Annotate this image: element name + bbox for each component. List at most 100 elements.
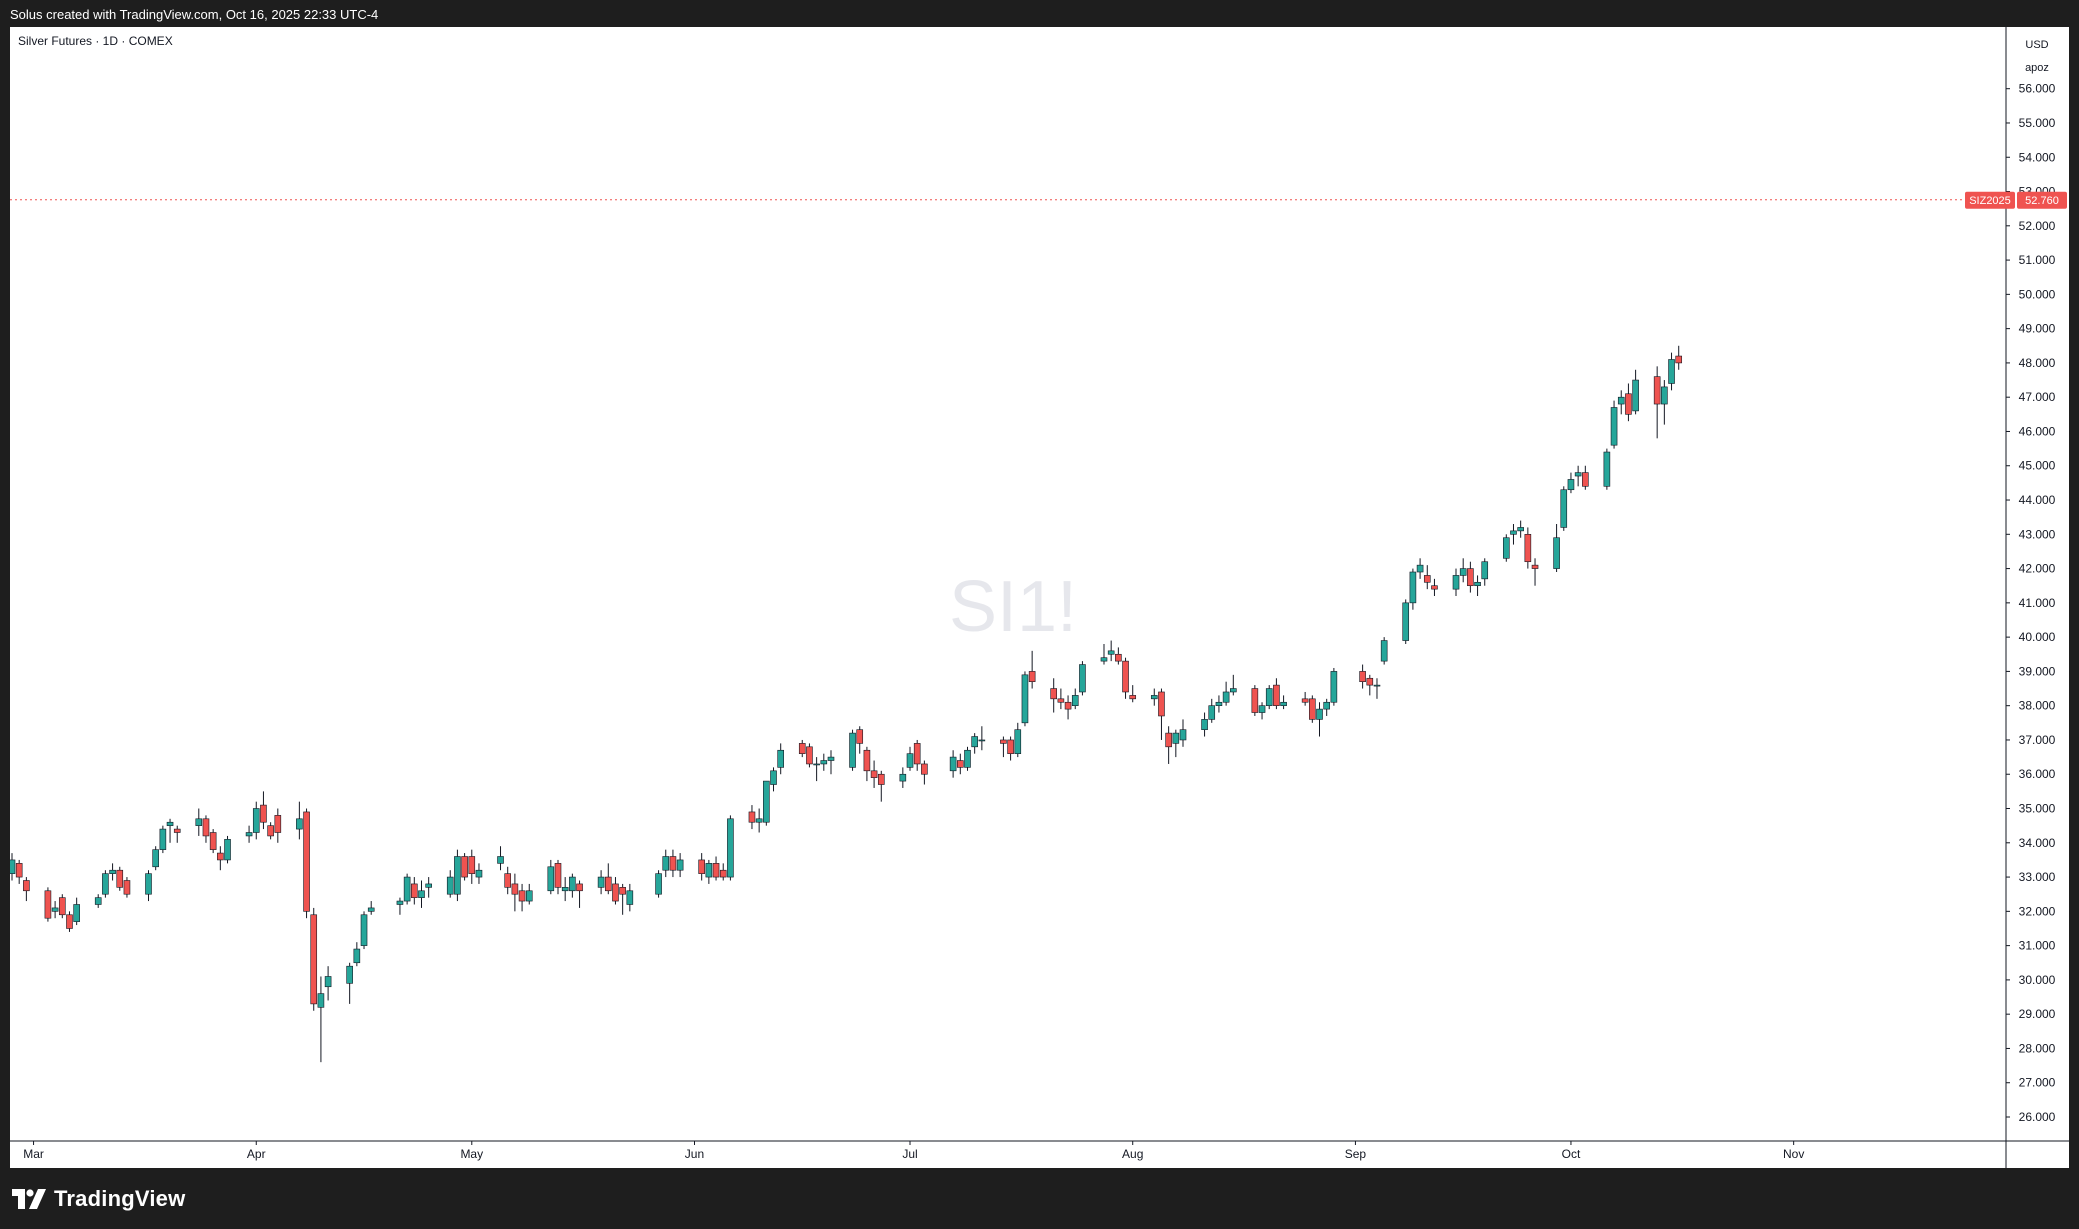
y-tick-label: 40.000	[2019, 630, 2056, 644]
candle	[245, 825, 253, 843]
y-tick-label: 37.000	[2019, 733, 2056, 747]
candle	[1610, 400, 1618, 449]
candle-body	[195, 818, 203, 826]
candle	[51, 901, 59, 919]
candle	[23, 877, 30, 902]
candle-body	[274, 815, 282, 833]
candle	[1122, 657, 1129, 699]
candle-body	[1617, 396, 1625, 405]
candle	[856, 726, 864, 754]
candle	[152, 846, 159, 871]
candle	[1115, 647, 1122, 665]
candle	[619, 883, 626, 915]
candle-body	[1423, 575, 1431, 583]
candle-body	[1323, 701, 1330, 710]
candle	[604, 863, 612, 895]
candle-body	[1251, 688, 1259, 713]
candle-body	[296, 818, 303, 830]
candle	[1553, 524, 1560, 573]
candle	[346, 962, 353, 1004]
candle-body	[468, 856, 476, 874]
candle	[813, 757, 820, 782]
candle-body	[1265, 688, 1273, 706]
x-tick-label: Jul	[902, 1147, 917, 1161]
candle	[102, 870, 109, 898]
y-tick-label: 35.000	[2019, 802, 2056, 816]
candle	[1050, 678, 1057, 713]
candle-body	[1632, 379, 1639, 412]
candle-body	[1258, 705, 1266, 713]
candle-body	[662, 856, 670, 871]
candle	[1079, 661, 1086, 696]
axis-mode: apoz	[2025, 62, 2049, 74]
candle-body	[813, 763, 820, 766]
candle	[1208, 698, 1216, 723]
candle	[554, 859, 562, 895]
candle-body	[1625, 393, 1632, 415]
candle	[1467, 561, 1474, 593]
candle-body	[525, 890, 533, 902]
tradingview-logo[interactable]: TradingView	[12, 1186, 185, 1212]
y-tick-label: 31.000	[2019, 939, 2056, 953]
candle-body	[1122, 660, 1129, 693]
candle-body	[561, 887, 569, 892]
axis-currency: USD	[2025, 39, 2048, 51]
candle	[504, 866, 512, 895]
x-tick-label: Nov	[1783, 1147, 1804, 1161]
candle-body	[727, 818, 734, 878]
candle	[798, 739, 806, 758]
candle-body	[94, 897, 102, 905]
candle	[1625, 383, 1632, 422]
y-tick-label: 52.000	[2019, 219, 2056, 233]
candle-body	[1330, 671, 1338, 703]
y-tick-label: 26.000	[2019, 1110, 2056, 1124]
candle	[957, 753, 964, 775]
y-tick-label: 55.000	[2019, 116, 2056, 130]
candle-body	[1000, 739, 1007, 744]
candle-body	[763, 780, 770, 823]
candle	[1409, 568, 1417, 610]
y-tick-label: 51.000	[2019, 253, 2056, 267]
chart-frame[interactable]: SI1! USD apoz 26.000 27.000 28.000 29.000 30…	[10, 27, 2069, 1168]
candle-body	[425, 883, 432, 888]
price-axis[interactable]: 26.000 27.000 28.000 29.000 30.000 31.000 32.0…	[2006, 82, 2056, 1124]
candle-body	[1150, 695, 1158, 700]
y-tick-label: 44.000	[2019, 493, 2056, 507]
candle	[66, 911, 73, 932]
candle-body	[576, 883, 583, 892]
candle	[1021, 671, 1029, 727]
candle-body	[461, 856, 468, 878]
candle	[1431, 578, 1438, 596]
candle	[755, 808, 763, 833]
candle	[1481, 558, 1489, 586]
candle	[1215, 695, 1223, 713]
y-tick-label: 33.000	[2019, 870, 2056, 884]
candle	[1172, 729, 1180, 758]
candle-body	[367, 907, 375, 912]
candle-body	[324, 976, 332, 988]
candle	[612, 877, 619, 905]
candle-body	[1431, 585, 1438, 590]
tradingview-brand: TradingView	[54, 1186, 186, 1211]
candle	[1165, 726, 1172, 764]
candle	[1179, 719, 1187, 747]
candle	[676, 853, 684, 878]
candle	[209, 829, 217, 854]
chart-svg[interactable]: SI1! USD apoz 26.000 27.000 28.000 29.000 30…	[10, 27, 2069, 1168]
x-tick-label: Jun	[685, 1147, 704, 1161]
candle	[655, 870, 662, 898]
candle	[173, 825, 181, 843]
candle-body	[51, 907, 59, 912]
candle-body	[66, 914, 73, 929]
y-tick-label: 28.000	[2019, 1041, 2056, 1055]
time-axis[interactable]: Mar Apr May Jun Jul Aug Sep Oct Nov	[23, 1141, 1804, 1161]
x-tick-label: Sep	[1345, 1147, 1367, 1161]
x-tick-label: Apr	[247, 1147, 266, 1161]
candle-body	[705, 863, 713, 878]
candle	[597, 870, 605, 895]
y-tick-label: 47.000	[2019, 390, 2056, 404]
candle-body	[1064, 701, 1072, 710]
candle	[921, 760, 928, 785]
candle	[770, 767, 777, 792]
candle-body	[719, 869, 727, 878]
